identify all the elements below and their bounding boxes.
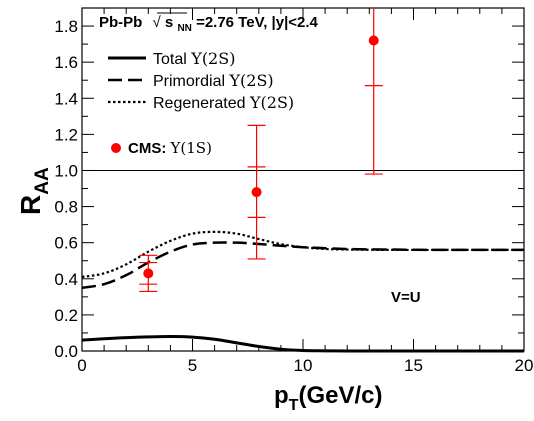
legend-total-label: Total Υ(2S) [153,49,235,68]
header-energy: =2.76 TeV, |y|<2.4 [196,14,318,31]
data-point [368,35,379,46]
annotation-vu: V=U [391,289,421,306]
legend-cms-marker [111,143,121,153]
header-s-subscript: NN [177,23,191,34]
regenerated-curve [81,230,524,279]
y-tick-label: 0.2 [54,306,78,325]
x-tick-label: 10 [294,356,313,375]
y-tick-label: 0.6 [54,234,78,253]
header-label: Pb-Pb √ s NN =2.76 TeV, |y|<2.4 [99,14,319,35]
x-axis-title: pT(GeV/c) [274,382,382,414]
y-tick-label: 1.2 [54,125,78,144]
x-tick-label: 20 [515,356,534,375]
data-point [143,268,154,279]
legend-cms-label: CMS: Υ(1S) [128,139,212,157]
x-tick-label: 15 [404,356,423,375]
plot-frame [81,7,525,352]
x-tick-label: 5 [188,356,197,375]
y-tick-label: 1.0 [54,161,78,180]
x-tick-label: 0 [77,356,86,375]
y-tick-label: 0.4 [54,270,78,289]
legend: Total Υ(2S) Primordial Υ(2S) Regenerated… [108,49,294,157]
legend-primordial-label: Primordial Υ(2S) [153,71,274,90]
y-tick-label: 1.8 [54,17,78,36]
y-tick-label: 0.0 [54,342,78,361]
legend-regenerated-label: Regenerated Υ(2S) [153,93,294,112]
y-axis-title: RAA [15,167,53,215]
sqrt-symbol: √ [153,14,162,31]
y-tick-label: 0.8 [54,198,78,217]
y-tick-label: 1.6 [54,53,78,72]
total-curve [81,335,524,353]
header-s: s [165,14,173,31]
data-point [251,187,262,198]
axis-ticks: 0 5 10 15 20 0.0 0.2 0.4 0.6 0.8 1.0 1.2 1.4 1.6 1.8 [54,7,534,375]
header-system: Pb-Pb [99,14,142,31]
y-tick-label: 1.4 [54,89,78,108]
cms-data-points [139,8,383,293]
